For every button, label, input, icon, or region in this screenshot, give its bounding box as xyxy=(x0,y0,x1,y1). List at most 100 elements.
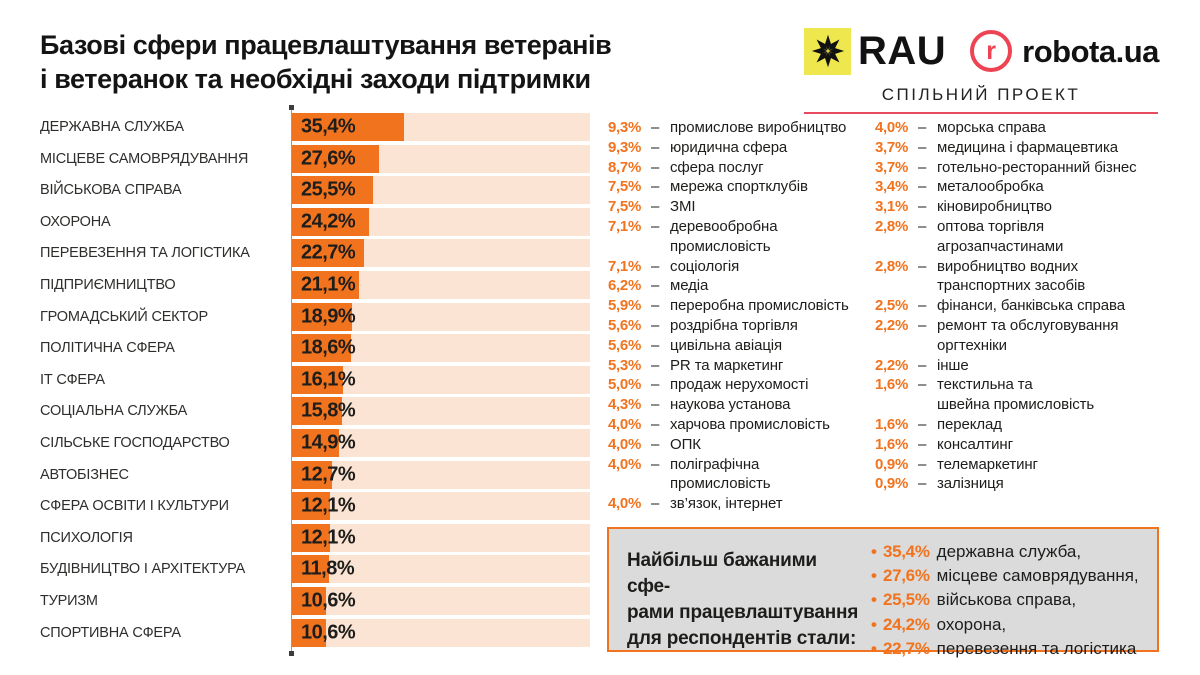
sector-label: PR та маркетинг xyxy=(670,356,784,374)
sector-label: інше xyxy=(937,356,969,374)
sector-percent: 5,0% xyxy=(608,376,641,394)
bar-row: ПЕРЕВЕЗЕННЯ ТА ЛОГІСТИКА 22,7% xyxy=(40,239,590,268)
sector-percent: 8,7% xyxy=(608,158,641,176)
sector-list-item: 5,6% – цивільна авіація xyxy=(608,336,870,356)
sector-percent: 2,2% xyxy=(875,356,908,374)
separator-dash: – xyxy=(918,435,927,453)
separator-dash: – xyxy=(651,257,660,275)
separator-dash: – xyxy=(651,217,660,235)
sector-label: металообробка xyxy=(937,178,1044,196)
summary-list-item: • 35,4% державна служба, xyxy=(871,540,1139,564)
sector-percent: 1,6% xyxy=(875,376,908,394)
sector-label: цивільна авіація xyxy=(670,336,783,354)
sector-percent: 5,6% xyxy=(608,316,641,334)
sector-label: оптова торгівля агрозапчастинами xyxy=(937,217,1064,255)
bar-category-label: ТУРИЗМ xyxy=(40,592,98,609)
sector-percent: 2,2% xyxy=(875,316,908,334)
bar-fill xyxy=(292,207,369,236)
bar-row: БУДІВНИЦТВО І АРХІТЕКТУРА 11,8% xyxy=(40,555,590,584)
bullet-icon: • xyxy=(871,638,877,658)
separator-dash: – xyxy=(918,138,927,156)
separator-dash: – xyxy=(918,217,927,235)
separator-dash: – xyxy=(651,138,660,156)
bar-fill xyxy=(292,460,333,489)
separator-dash: – xyxy=(651,415,660,433)
bar-category-label: ДЕРЖАВНА СЛУЖБА xyxy=(40,119,184,135)
sector-list-item: 5,0% – продаж нерухомості xyxy=(608,375,870,395)
sector-percent: 4,0% xyxy=(608,455,641,473)
bar-value-label: 10,6% xyxy=(301,589,356,612)
sector-list-item: 2,5% – фінанси, банківська справа xyxy=(875,296,1165,316)
sector-list-item: 0,9% – залізниця xyxy=(875,474,1165,494)
sector-list-item: 4,0% – харчова промисловість xyxy=(608,415,870,435)
summary-intro-text: Найбільш бажаними сфе- рами працевлаштув… xyxy=(627,550,859,649)
sector-label: ЗМІ xyxy=(670,198,696,216)
bar-fill xyxy=(292,239,364,268)
bar-category-label: МІСЦЕВЕ САМОВРЯДУВАННЯ xyxy=(40,150,249,167)
bar-track: 10,6% xyxy=(292,586,590,615)
bar-track: 27,6% xyxy=(292,144,590,173)
bar-value-label: 12,1% xyxy=(301,494,356,517)
bar-row: ТУРИЗМ 10,6% xyxy=(40,586,590,615)
sector-label: консалтинг xyxy=(937,435,1013,453)
summary-label: охорона, xyxy=(936,614,1007,634)
sector-percent: 0,9% xyxy=(875,475,908,493)
header-divider xyxy=(804,112,1158,114)
summary-percent: 25,5% xyxy=(882,590,930,610)
sector-label: медіа xyxy=(670,277,709,295)
bar-row: СФЕРА ОСВІТИ І КУЛЬТУРИ 12,1% xyxy=(40,492,590,521)
sector-list-item: 5,9% – переробна промисловість xyxy=(608,296,870,316)
bar-track: 10,6% xyxy=(292,618,590,647)
separator-dash: – xyxy=(918,158,927,176)
bar-row: АВТОБІЗНЕС 12,7% xyxy=(40,460,590,489)
sector-list-item: 1,6% – переклад xyxy=(875,415,1165,435)
sector-label: харчова промисловість xyxy=(670,415,830,433)
summary-callout-box: Найбільш бажаними сфе- рами працевлаштув… xyxy=(607,527,1159,658)
bar-value-label: 35,4% xyxy=(301,115,356,138)
bar-category-label: ПОЛІТИЧНА СФЕРА xyxy=(40,340,175,357)
sector-percent: 3,1% xyxy=(875,198,908,216)
sector-label: текстильна та швейна промисловість xyxy=(937,376,1095,414)
sector-list-item: 7,1% – соціологія xyxy=(608,257,870,277)
sector-list-column-1: 9,3% – промислове виробництво 9,3% – юри… xyxy=(608,118,870,514)
bullet-icon: • xyxy=(871,590,877,610)
joint-project-subtitle: СПІЛЬНИЙ ПРОЕКТ xyxy=(881,85,1081,104)
separator-dash: – xyxy=(918,356,927,374)
sector-list-item: 2,2% – інше xyxy=(875,356,1165,376)
separator-dash: – xyxy=(651,376,660,394)
bar-value-label: 24,2% xyxy=(301,210,356,233)
separator-dash: – xyxy=(651,356,660,374)
axis-end-dot-top xyxy=(289,105,294,110)
bar-fill xyxy=(292,302,352,331)
sector-label: кіновиробництво xyxy=(937,198,1052,216)
bar-fill xyxy=(292,113,404,141)
bar-value-label: 12,1% xyxy=(301,526,356,549)
sector-list-item: 4,0% – ОПК xyxy=(608,435,870,455)
chart-axis-line xyxy=(289,105,294,656)
bar-row: ГРОМАДСЬКИЙ СЕКТОР 18,9% xyxy=(40,302,590,331)
sector-list-item: 6,2% – медіа xyxy=(608,276,870,296)
sector-list-item: 3,4% – металообробка xyxy=(875,177,1165,197)
bar-value-label: 10,6% xyxy=(301,621,356,643)
sector-percent: 7,1% xyxy=(608,257,641,275)
sector-list-item: 4,0% – поліграфічна промисловість xyxy=(608,455,870,495)
separator-dash: – xyxy=(651,297,660,315)
bar-track: 11,8% xyxy=(292,555,590,584)
sector-percent: 7,1% xyxy=(608,217,641,235)
sector-label: переклад xyxy=(937,415,1002,433)
sector-percent: 5,3% xyxy=(608,356,641,374)
sector-list-item: 7,5% – мережа спортклубів xyxy=(608,177,870,197)
bar-row: ДЕРЖАВНА СЛУЖБА 35,4% xyxy=(40,113,590,141)
bar-category-label: ПСИХОЛОГІЯ xyxy=(40,529,133,546)
bar-row: ОХОРОНА 24,2% xyxy=(40,207,590,236)
axis-end-dot-bottom xyxy=(289,651,294,656)
bullet-icon: • xyxy=(871,566,877,586)
bar-track: 12,1% xyxy=(292,492,590,521)
sector-label: фінанси, банківська справа xyxy=(937,297,1125,315)
separator-dash: – xyxy=(918,257,927,275)
sector-label: поліграфічна промисловість xyxy=(670,455,771,493)
bar-category-label: ІТ СФЕРА xyxy=(40,371,105,388)
sector-list-item: 3,7% – медицина і фармацевтика xyxy=(875,138,1165,158)
bar-value-label: 11,8% xyxy=(301,557,355,580)
bar-category-label: БУДІВНИЦТВО І АРХІТЕКТУРА xyxy=(40,561,246,578)
